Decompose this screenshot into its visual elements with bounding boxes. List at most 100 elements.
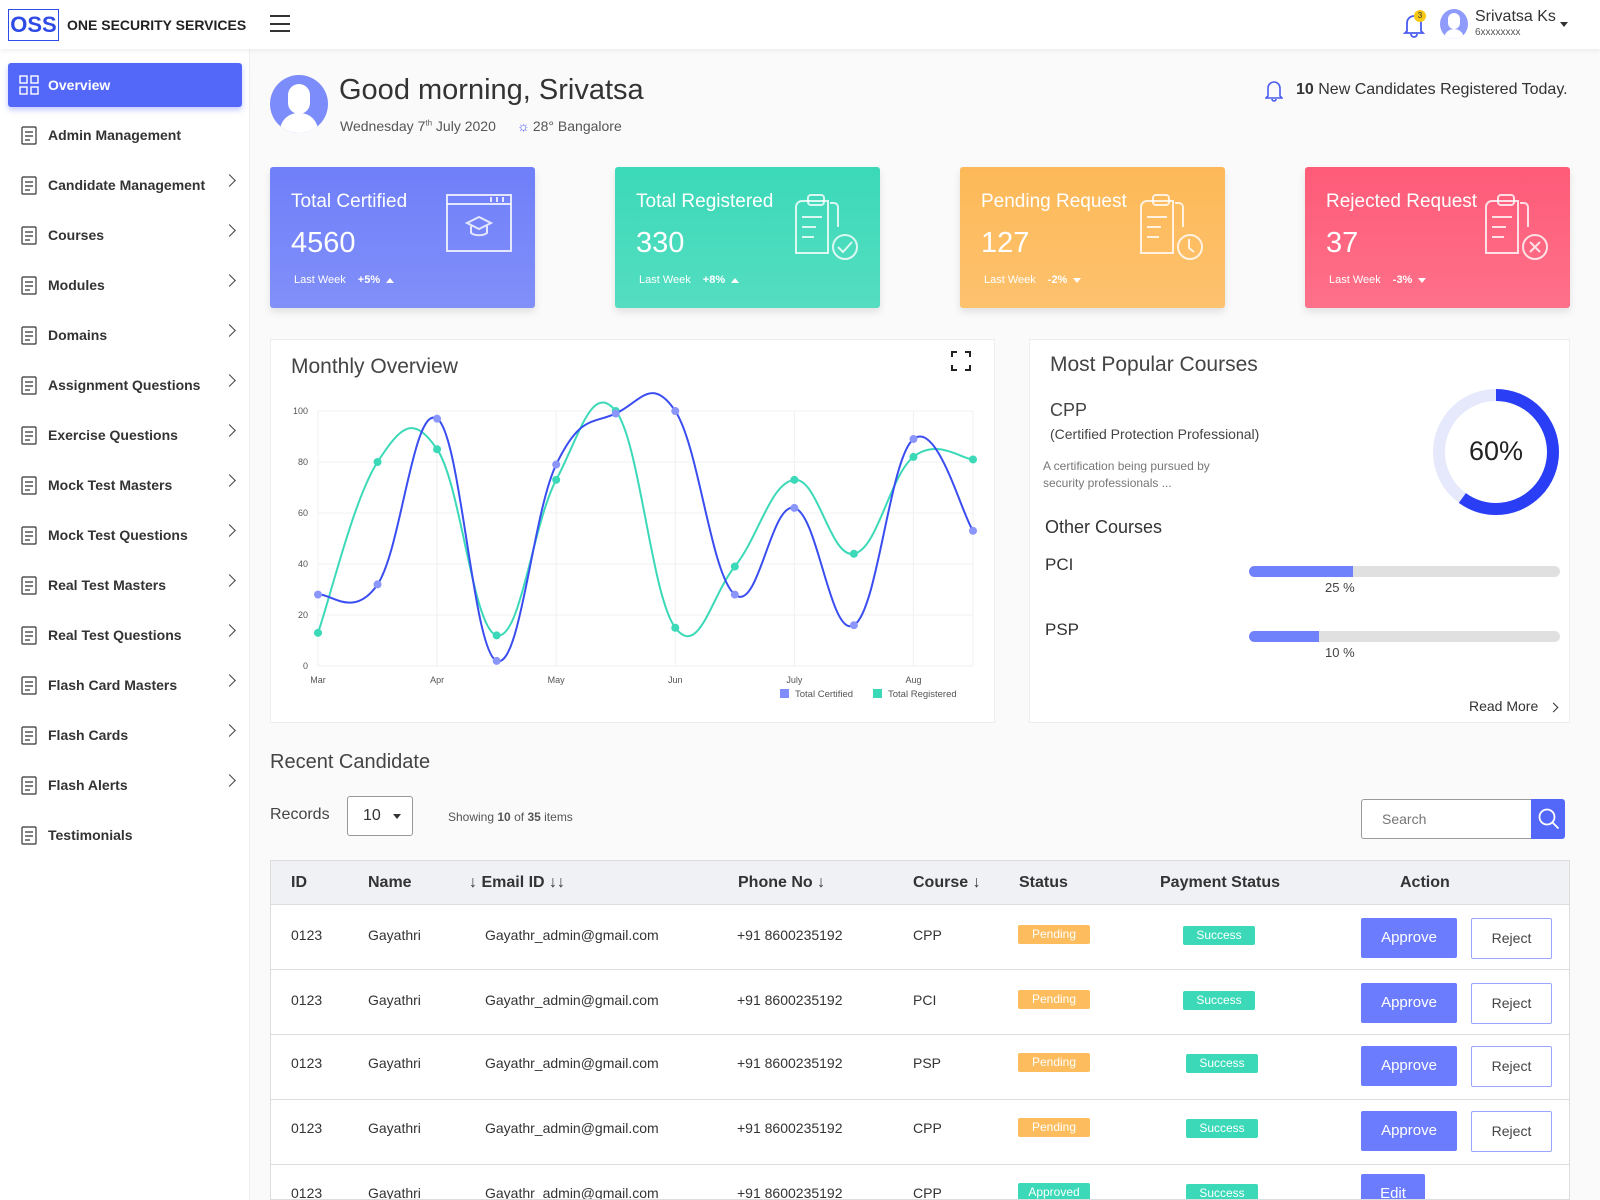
fullscreen-icon[interactable]: [951, 351, 971, 371]
payment-badge: Success: [1186, 1184, 1258, 1199]
data-point[interactable]: [849, 549, 858, 558]
approve-button[interactable]: Approve: [1361, 1046, 1457, 1086]
sidebar-item-domains[interactable]: Domains: [8, 313, 242, 357]
card-title: Pending Request: [981, 191, 1127, 212]
sidebar-item-flash-cards[interactable]: Flash Cards: [8, 713, 242, 757]
data-point[interactable]: [314, 590, 322, 599]
stat-card-total-registered[interactable]: Total Registered 330 Last Week +8%: [615, 167, 880, 308]
column-header[interactable]: ↓ Email ID ↓↓: [469, 874, 566, 891]
sidebar-item-overview[interactable]: Overview: [8, 63, 242, 107]
sidebar-item-label: Real Test Masters: [48, 577, 167, 593]
sidebar-item-admin-management[interactable]: Admin Management: [8, 113, 242, 157]
data-point[interactable]: [730, 562, 739, 571]
approve-button[interactable]: Approve: [1361, 1111, 1457, 1151]
cell-id: 0123: [291, 1120, 323, 1136]
column-header[interactable]: Course ↓: [913, 874, 981, 891]
sun-icon: ☼: [517, 118, 530, 134]
sidebar-item-real-test-questions[interactable]: Real Test Questions: [8, 613, 242, 657]
chevron-right-icon: [223, 224, 236, 237]
reject-button[interactable]: Reject: [1471, 918, 1552, 959]
data-point[interactable]: [671, 623, 680, 632]
notification-bell-icon[interactable]: 3: [1402, 10, 1426, 43]
search-input[interactable]: [1361, 799, 1532, 839]
data-point[interactable]: [790, 503, 799, 512]
sidebar-item-testimonials[interactable]: Testimonials: [8, 813, 242, 857]
sidebar-item-label: Admin Management: [48, 127, 182, 143]
column-header: Name: [368, 874, 412, 891]
sidebar-item-mock-test-masters[interactable]: Mock Test Masters: [8, 463, 242, 507]
status-badge: Pending: [1018, 925, 1090, 944]
sidebar-item-flash-alerts[interactable]: Flash Alerts: [8, 763, 242, 807]
approve-button[interactable]: Approve: [1361, 983, 1457, 1023]
data-point[interactable]: [492, 631, 501, 640]
data-point[interactable]: [730, 590, 739, 599]
reject-button[interactable]: Reject: [1471, 1111, 1552, 1152]
stat-card-rejected-request[interactable]: Rejected Request 37 Last Week -3%: [1305, 167, 1570, 308]
sidebar-item-modules[interactable]: Modules: [8, 263, 242, 307]
sidebar-item-real-test-masters[interactable]: Real Test Masters: [8, 563, 242, 607]
edit-button[interactable]: Edit: [1361, 1174, 1425, 1199]
data-point[interactable]: [671, 407, 680, 415]
user-dropdown-caret-icon[interactable]: [1560, 22, 1568, 27]
cell-name: Gayathri: [368, 1185, 421, 1200]
stat-card-total-certified[interactable]: Total Certified 4560 Last Week +5%: [270, 167, 535, 308]
sidebar-item-label: Flash Alerts: [48, 777, 128, 793]
user-avatar[interactable]: [1440, 9, 1468, 39]
sidebar-item-label: Modules: [48, 277, 105, 293]
search-button[interactable]: [1531, 799, 1565, 839]
records-select[interactable]: 10: [347, 796, 413, 836]
data-point[interactable]: [969, 526, 977, 535]
data-point[interactable]: [611, 409, 620, 418]
chevron-right-icon: [223, 724, 236, 737]
sidebar: [0, 49, 250, 1200]
greeting-date: Wednesday 7th July 2020: [340, 118, 496, 134]
data-point[interactable]: [492, 656, 501, 665]
course-progress-bar: [1249, 566, 1560, 577]
user-name[interactable]: Srivatsa Ks: [1475, 8, 1556, 25]
sidebar-item-candidate-management[interactable]: Candidate Management: [8, 163, 242, 207]
sidebar-item-mock-test-questions[interactable]: Mock Test Questions: [8, 513, 242, 557]
data-point[interactable]: [373, 580, 382, 589]
data-point[interactable]: [433, 414, 442, 423]
sidebar-item-exercise-questions[interactable]: Exercise Questions: [8, 413, 242, 457]
data-point[interactable]: [909, 435, 918, 444]
modules-icon: [18, 274, 40, 296]
checklist-icon: [18, 574, 40, 596]
card-change: +8%: [702, 274, 726, 286]
series-line-total-registered: [317, 401, 974, 638]
warning-icon: [18, 774, 40, 796]
sidebar-item-courses[interactable]: Courses: [8, 213, 242, 257]
data-point[interactable]: [909, 452, 918, 461]
data-point[interactable]: [790, 475, 799, 484]
hamburger-menu-icon[interactable]: [270, 15, 290, 32]
grid-icon: [18, 74, 40, 96]
sidebar-item-label: Assignment Questions: [48, 377, 201, 393]
chevron-right-icon: [223, 524, 236, 537]
reject-button[interactable]: Reject: [1471, 1046, 1552, 1087]
chevron-right-icon: [223, 474, 236, 487]
data-point[interactable]: [969, 455, 977, 464]
stat-card-pending-request[interactable]: Pending Request 127 Last Week -2%: [960, 167, 1225, 308]
sidebar-item-assignment-questions[interactable]: Assignment Questions: [8, 363, 242, 407]
data-point[interactable]: [314, 628, 322, 637]
data-point[interactable]: [552, 460, 561, 469]
data-point[interactable]: [552, 475, 561, 484]
chevron-right-icon: [223, 324, 236, 337]
column-header[interactable]: Phone No ↓: [738, 874, 826, 891]
data-point[interactable]: [373, 458, 382, 466]
sidebar-item-flash-card-masters[interactable]: Flash Card Masters: [8, 663, 242, 707]
chevron-right-icon: [223, 624, 236, 637]
status-badge: Pending: [1018, 1053, 1090, 1072]
popular-course-name: (Certified Protection Professional): [1050, 426, 1260, 442]
read-more-link[interactable]: Read More: [1469, 698, 1559, 714]
flashcard-icon: [18, 724, 40, 746]
chevron-right-icon: [223, 174, 236, 187]
data-point[interactable]: [849, 621, 858, 630]
other-course-name: PSP: [1045, 620, 1080, 639]
approve-button[interactable]: Approve: [1361, 918, 1457, 958]
progress-fill: [1249, 566, 1354, 577]
reject-button[interactable]: Reject: [1471, 983, 1552, 1024]
cell-course: CPP: [913, 927, 942, 943]
status-badge: Pending: [1018, 1118, 1090, 1137]
data-point[interactable]: [433, 445, 442, 454]
